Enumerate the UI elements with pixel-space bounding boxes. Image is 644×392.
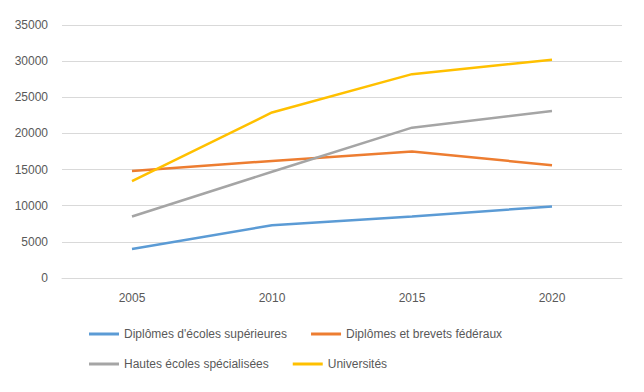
svg-text:5000: 5000 [21, 235, 48, 249]
svg-text:2005: 2005 [119, 291, 146, 305]
svg-text:25000: 25000 [15, 90, 49, 104]
svg-text:20000: 20000 [15, 126, 49, 140]
svg-text:15000: 15000 [15, 163, 49, 177]
svg-text:0: 0 [41, 271, 48, 285]
svg-text:Diplômes d'écoles supérieures: Diplômes d'écoles supérieures [124, 327, 287, 341]
svg-text:2010: 2010 [259, 291, 286, 305]
svg-text:Universités: Universités [328, 357, 387, 371]
svg-text:10000: 10000 [15, 199, 49, 213]
svg-text:30000: 30000 [15, 54, 49, 68]
svg-text:Hautes écoles spécialisées: Hautes écoles spécialisées [124, 357, 269, 371]
svg-text:2015: 2015 [399, 291, 426, 305]
svg-text:35000: 35000 [15, 18, 49, 32]
svg-text:2020: 2020 [539, 291, 566, 305]
svg-text:Diplômes et brevets fédéraux: Diplômes et brevets fédéraux [346, 327, 502, 341]
